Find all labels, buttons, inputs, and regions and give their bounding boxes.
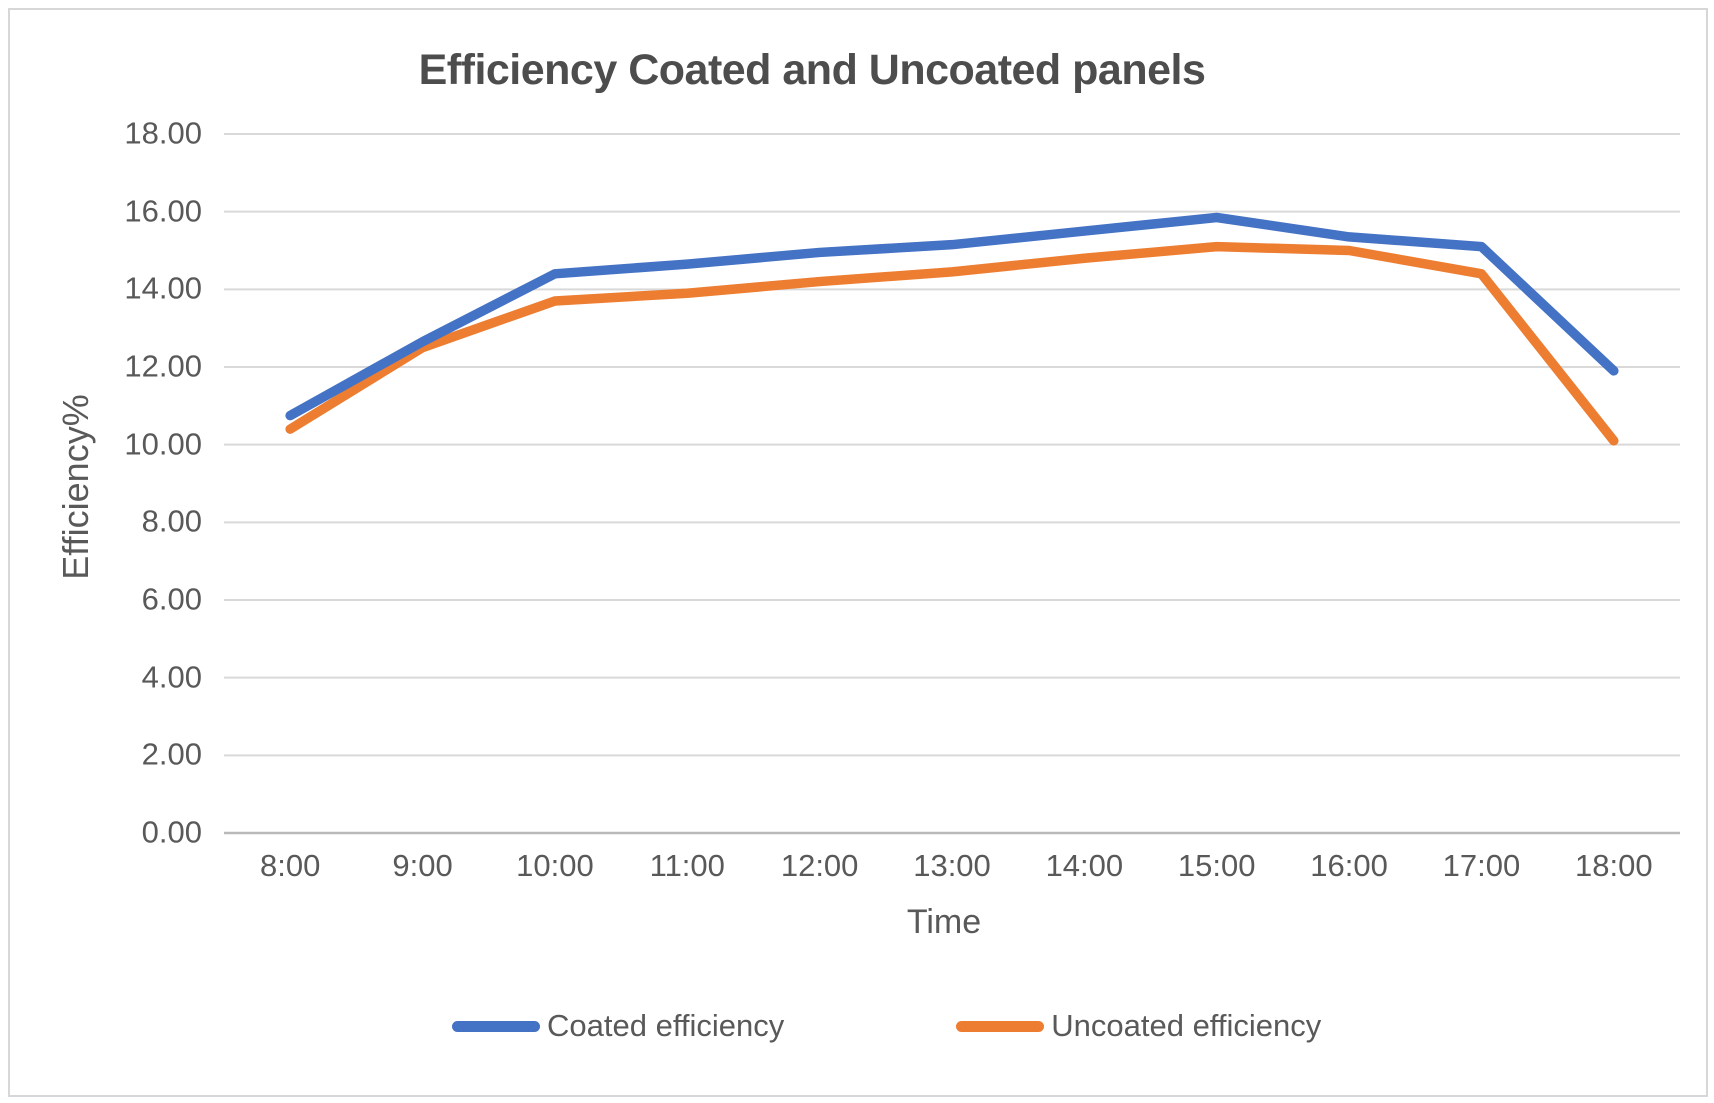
- legend-item-coated-efficiency: Coated efficiency: [452, 1008, 784, 1044]
- y-tick-label: 2.00: [141, 736, 202, 772]
- y-tick-label: 18.00: [124, 115, 202, 151]
- y-tick-label: 12.00: [124, 348, 202, 384]
- series-line-coated-efficiency: [285, 212, 1619, 421]
- chart-title: Efficiency Coated and Uncoated panels: [418, 46, 1206, 94]
- x-tick-label: 13:00: [913, 848, 991, 883]
- y-tick-label: 4.00: [141, 658, 202, 694]
- legend-label: Coated efficiency: [547, 1008, 785, 1043]
- x-tick-label: 15:00: [1177, 848, 1256, 883]
- legend: Coated efficiency Uncoated efficiency: [452, 1008, 1321, 1044]
- series-line-uncoated-efficiency: [285, 241, 1619, 446]
- x-tick-label: 17:00: [1442, 848, 1521, 883]
- y-tick-label: 10.00: [124, 425, 202, 461]
- y-tick-label: 14.00: [124, 270, 202, 306]
- y-tick-label: 0.00: [141, 814, 202, 850]
- legend-line-swatch: [452, 1020, 540, 1032]
- x-tick-label: 14:00: [1045, 848, 1124, 883]
- y-tick-label: 6.00: [141, 581, 202, 617]
- legend-label: Uncoated efficiency: [1051, 1008, 1322, 1043]
- legend-line-swatch: [956, 1020, 1045, 1032]
- x-tick-label: 9:00: [392, 848, 453, 883]
- x-tick-label: 18:00: [1575, 848, 1653, 883]
- legend-item-uncoated-efficiency: Uncoated efficiency: [956, 1008, 1321, 1044]
- x-tick-label: 12:00: [780, 848, 859, 883]
- x-tick-label: 10:00: [516, 848, 594, 883]
- x-tick-label: 16:00: [1310, 848, 1388, 883]
- x-tick-label: 8:00: [260, 848, 321, 883]
- y-tick-label: 8.00: [141, 503, 202, 539]
- x-axis-title: Time: [906, 903, 982, 941]
- y-tick-label: 16.00: [124, 192, 202, 228]
- x-tick-label: 11:00: [649, 848, 725, 883]
